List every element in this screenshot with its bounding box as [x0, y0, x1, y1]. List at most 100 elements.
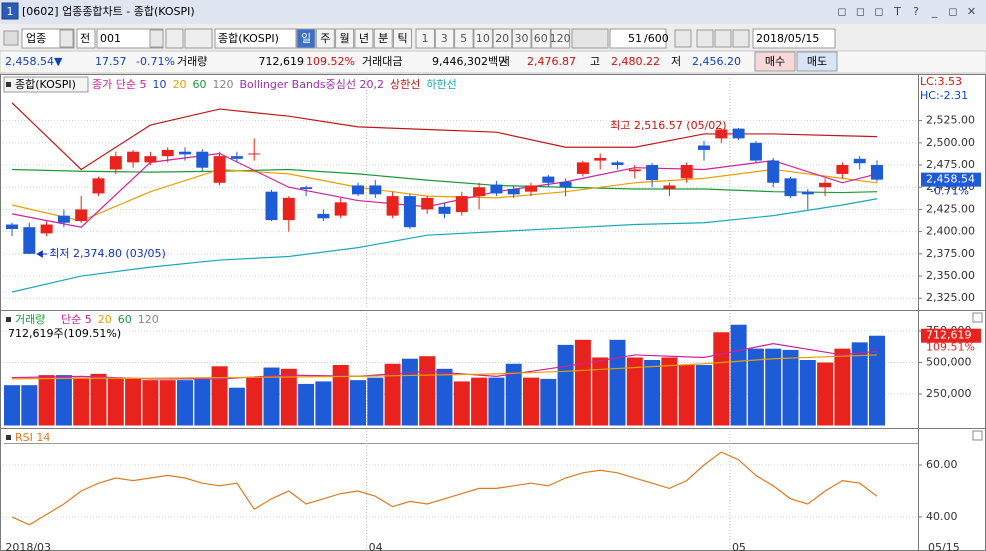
volume-bar [194, 378, 211, 426]
title-bar [0, 0, 986, 24]
y-tick-label: 2,375.00 [926, 247, 975, 260]
interval-button[interactable] [434, 28, 455, 49]
legend-item: 60 [192, 78, 206, 91]
volume-bar [177, 380, 193, 426]
candle-body [109, 156, 122, 170]
volume-bar [817, 362, 834, 426]
volume-bar [592, 357, 609, 426]
sell-button[interactable] [796, 51, 838, 72]
chart-title: 거래량 [15, 313, 45, 326]
quote-open: 2,476.87 [527, 55, 576, 68]
candle-body [455, 196, 468, 213]
legend-item: 120 [138, 313, 159, 326]
interval-button[interactable] [415, 28, 435, 49]
window-control: ◻ [837, 5, 846, 18]
prefix-button[interactable] [76, 28, 96, 49]
legend-item: 하한선 [426, 77, 456, 91]
candle-body [144, 156, 157, 163]
tool-button[interactable] [714, 29, 732, 48]
candle-body [161, 149, 174, 157]
interval-button[interactable] [492, 28, 513, 49]
rsi-line [11, 451, 878, 526]
window-control: ✕ [967, 5, 976, 18]
volume-bar [471, 377, 488, 426]
last-change: -0.71% [930, 185, 969, 198]
search-button[interactable] [165, 28, 184, 49]
legend-swatch [6, 435, 11, 440]
window-control: _ [931, 5, 938, 18]
candle-body [196, 151, 209, 168]
panel-button[interactable] [972, 430, 983, 441]
volume-bar [298, 383, 315, 426]
count-input[interactable] [609, 28, 667, 49]
period-button[interactable] [296, 28, 316, 49]
quote-change: 17.57 [95, 55, 127, 68]
candle-body [334, 202, 347, 216]
tool-button[interactable] [696, 29, 714, 48]
candle-body [473, 187, 486, 197]
legend-item: 120 [212, 78, 233, 91]
interval-text: 10 [476, 32, 490, 45]
candle-body [767, 160, 780, 183]
period-button[interactable] [335, 28, 355, 49]
volume-bar [661, 357, 678, 426]
tool-icon [3, 30, 19, 46]
volume-bar [453, 381, 470, 426]
window-control: ◻ [856, 5, 865, 18]
volume-bar [38, 375, 55, 426]
date-input[interactable] [752, 28, 836, 49]
period-text: 년 [359, 32, 369, 45]
volume-bar [90, 373, 107, 426]
tool-button[interactable] [732, 29, 750, 48]
buy-button[interactable] [754, 51, 796, 72]
period-button[interactable] [354, 28, 374, 49]
panel-button[interactable] [972, 312, 983, 323]
quote-amount: 9,446,302백만 [432, 55, 508, 68]
tool-button[interactable] [674, 29, 692, 48]
volume-bar [626, 357, 643, 426]
candle-body [836, 165, 849, 174]
period-button[interactable] [373, 28, 393, 49]
search-button[interactable] [184, 28, 213, 49]
quote-high-label: 고 [590, 55, 600, 68]
candle-body [663, 185, 676, 190]
interval-button[interactable] [550, 28, 571, 49]
y-tick-label: 60.00 [926, 458, 958, 471]
corner-label: LC:3.53 [920, 75, 962, 88]
indicator-line [11, 102, 878, 171]
candle-body [732, 128, 745, 139]
volume-bar [21, 385, 38, 426]
window-control: ◻ [874, 5, 883, 18]
candle-body [819, 182, 832, 188]
y-tick-label: 2,350.00 [926, 269, 975, 282]
chart-title: RSI 14 [15, 431, 50, 444]
x-date-label: 05/15 [928, 541, 960, 551]
interval-button[interactable] [473, 28, 493, 49]
candle-body [490, 184, 503, 194]
indicator-line [11, 354, 878, 380]
quote-high: 2,480.22 [611, 55, 660, 68]
volume-bar [142, 380, 159, 426]
period-button[interactable] [315, 28, 335, 49]
period-button[interactable] [393, 28, 412, 49]
candle-body [40, 224, 53, 234]
legend-item: 종가 단순 5 [92, 78, 146, 91]
volume-bar [782, 349, 799, 426]
x-date-label: 05 [732, 541, 746, 551]
candle-body [507, 189, 520, 195]
chart-title-box [3, 76, 89, 93]
volume-bar [159, 380, 176, 426]
indicator-line [11, 343, 878, 380]
candle-body [282, 197, 295, 221]
name-field[interactable] [214, 28, 297, 49]
candle-body [871, 165, 883, 180]
window-control: T [893, 5, 901, 18]
candle-body [127, 151, 140, 163]
interval-button[interactable] [512, 28, 532, 49]
quote-price: 2,458.54▼ [5, 55, 63, 68]
interval-button[interactable] [454, 28, 474, 49]
candle-body [576, 162, 589, 174]
legend-item: Bollinger Bands중심선 20,2 [239, 78, 384, 91]
interval-button[interactable] [531, 28, 551, 49]
